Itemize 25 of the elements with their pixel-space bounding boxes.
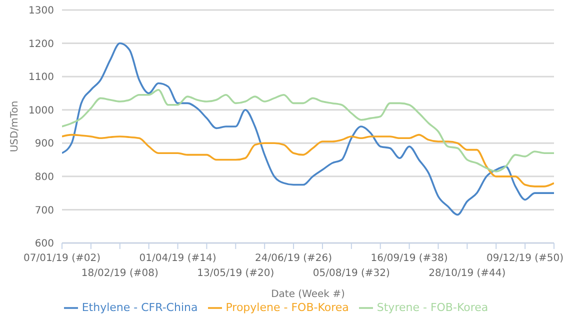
- legend-label: Styrene - FOB-Korea: [376, 301, 488, 314]
- y-tick-label: 1300: [28, 6, 54, 17]
- legend-label: Propylene - FOB-Korea: [226, 301, 349, 314]
- y-tick-label: 600: [34, 238, 54, 250]
- x-axis-title: Date (Week #): [271, 289, 346, 300]
- x-tick-label: 09/12/19 (#50): [486, 253, 564, 264]
- x-tick-label: 28/10/19 (#44): [428, 268, 506, 279]
- line-series: [62, 88, 554, 172]
- x-tick-label: 07/01/19 (#02): [24, 253, 101, 264]
- y-tick-label: 900: [34, 138, 54, 150]
- line-series: [62, 42, 554, 216]
- x-tick-label: 05/08/19 (#32): [312, 268, 390, 279]
- y-tick-label: 1200: [28, 38, 54, 50]
- x-tick-label: 18/02/19 (#08): [81, 268, 158, 279]
- y-axis-title: USD/mTon: [10, 100, 21, 152]
- x-tick-label: 13/05/19 (#20): [197, 268, 274, 279]
- x-tick-label: 24/06/19 (#26): [255, 253, 332, 264]
- y-tick-label: 700: [34, 205, 54, 216]
- x-tick-label: 16/09/19 (#38): [370, 253, 448, 264]
- x-tick-label: 01/04/19 (#14): [139, 253, 216, 264]
- y-tick-label: 1100: [28, 72, 54, 84]
- legend-label: Ethylene - CFR-China: [82, 301, 198, 314]
- line-series: [62, 134, 554, 188]
- y-tick-label: 1000: [28, 105, 54, 116]
- y-tick-label: 800: [34, 172, 54, 183]
